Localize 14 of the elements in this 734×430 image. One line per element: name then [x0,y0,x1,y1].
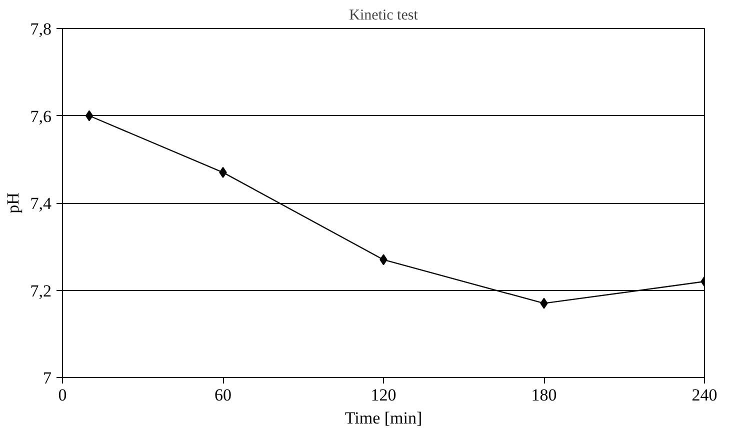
point [85,110,94,122]
x-tick-label: 60 [214,386,232,404]
y-tick-label: 7 [43,368,52,388]
y-axis-title: pH [3,192,22,214]
x-tick-label: 0 [58,386,67,404]
y-tick-label: 7,2 [30,281,52,300]
x-tick-label: 120 [370,386,396,404]
y-tick-label: 7,6 [30,106,52,126]
chart-title: Kinetic test [349,8,419,24]
y-tick-label: 7,8 [30,20,52,38]
x-axis-title: Time [min] [344,408,422,428]
x-tick-label: 240 [692,386,718,404]
x-tick-label: 180 [531,386,557,404]
y-tick-label: 7,4 [30,194,52,213]
